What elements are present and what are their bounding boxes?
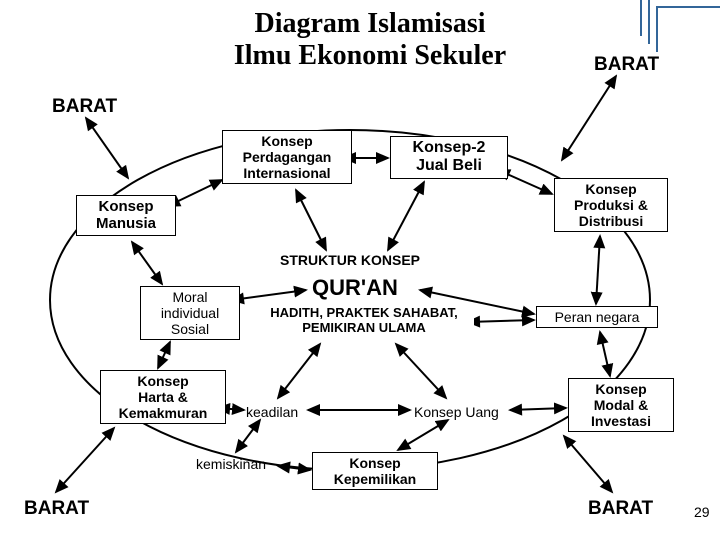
arrow-barat-br-ellipse <box>564 436 612 492</box>
node-moral: MoralindividualSosial <box>140 286 240 340</box>
arrow-kepemilikan-uang <box>398 420 448 450</box>
arrow-manusia-moral <box>132 242 162 284</box>
arrow-barat-tl-ellipse <box>86 118 128 178</box>
arrow-manusia-perdagangan <box>168 180 222 206</box>
label-kemiskinan: kemiskinan <box>196 456 266 472</box>
title-line1: Diagram Islamisasi <box>255 8 486 39</box>
node-manusia: KonsepManusia <box>76 195 176 236</box>
arrow-struktur-perd <box>296 190 326 250</box>
page-title: Diagram Islamisasi Ilmu Ekonomi Sekuler <box>200 8 540 72</box>
node-jualbeli: Konsep-2Jual Beli <box>390 136 508 179</box>
node-peran: Peran negara <box>536 306 658 328</box>
core-struktur: STRUKTUR KONSEP <box>280 252 420 268</box>
arrow-keadilan-core <box>278 344 320 398</box>
barat-label-bottom-left: BARAT <box>24 498 89 520</box>
arrow-keadilan-kemiskinan <box>236 420 260 452</box>
arrow-moral-quran <box>232 290 306 300</box>
title-line2: Ilmu Ekonomi Sekuler <box>234 40 506 71</box>
arrow-kemiskinan-kepemilikan <box>278 466 310 470</box>
arrow-produksi-peran <box>596 236 600 304</box>
arrow-uang-core <box>396 344 446 398</box>
barat-label-top-right: BARAT <box>594 54 659 76</box>
arrow-struktur-jual <box>388 182 424 250</box>
arrow-barat-tr-ellipse <box>562 76 616 160</box>
arrow-peran-modal <box>600 332 610 376</box>
node-perdagangan: KonsepPerdaganganInternasional <box>222 130 352 184</box>
core-quran: QUR'AN <box>312 275 398 300</box>
barat-label-top-left: BARAT <box>52 96 117 118</box>
label-keadilan: keadilan <box>246 404 298 420</box>
node-produksi: KonsepProduksi &Distribusi <box>554 178 668 232</box>
node-harta: KonsepHarta &Kemakmuran <box>100 370 226 424</box>
arrow-moral-harta <box>158 342 170 368</box>
node-kepemilikan: KonsepKepemilikan <box>312 452 438 490</box>
arrow-uang-modal <box>510 408 566 410</box>
arrow-barat-bl-ellipse <box>56 428 114 492</box>
node-modal: KonsepModal &Investasi <box>568 378 674 432</box>
barat-label-bottom-right: BARAT <box>588 498 653 520</box>
slide-number: 29 <box>694 504 710 520</box>
label-uang: Konsep Uang <box>414 404 499 420</box>
core-hadith: HADITH, PRAKTEK SAHABAT,PEMIKIRAN ULAMA <box>254 306 474 336</box>
arrow-hadith-peran <box>468 320 534 322</box>
